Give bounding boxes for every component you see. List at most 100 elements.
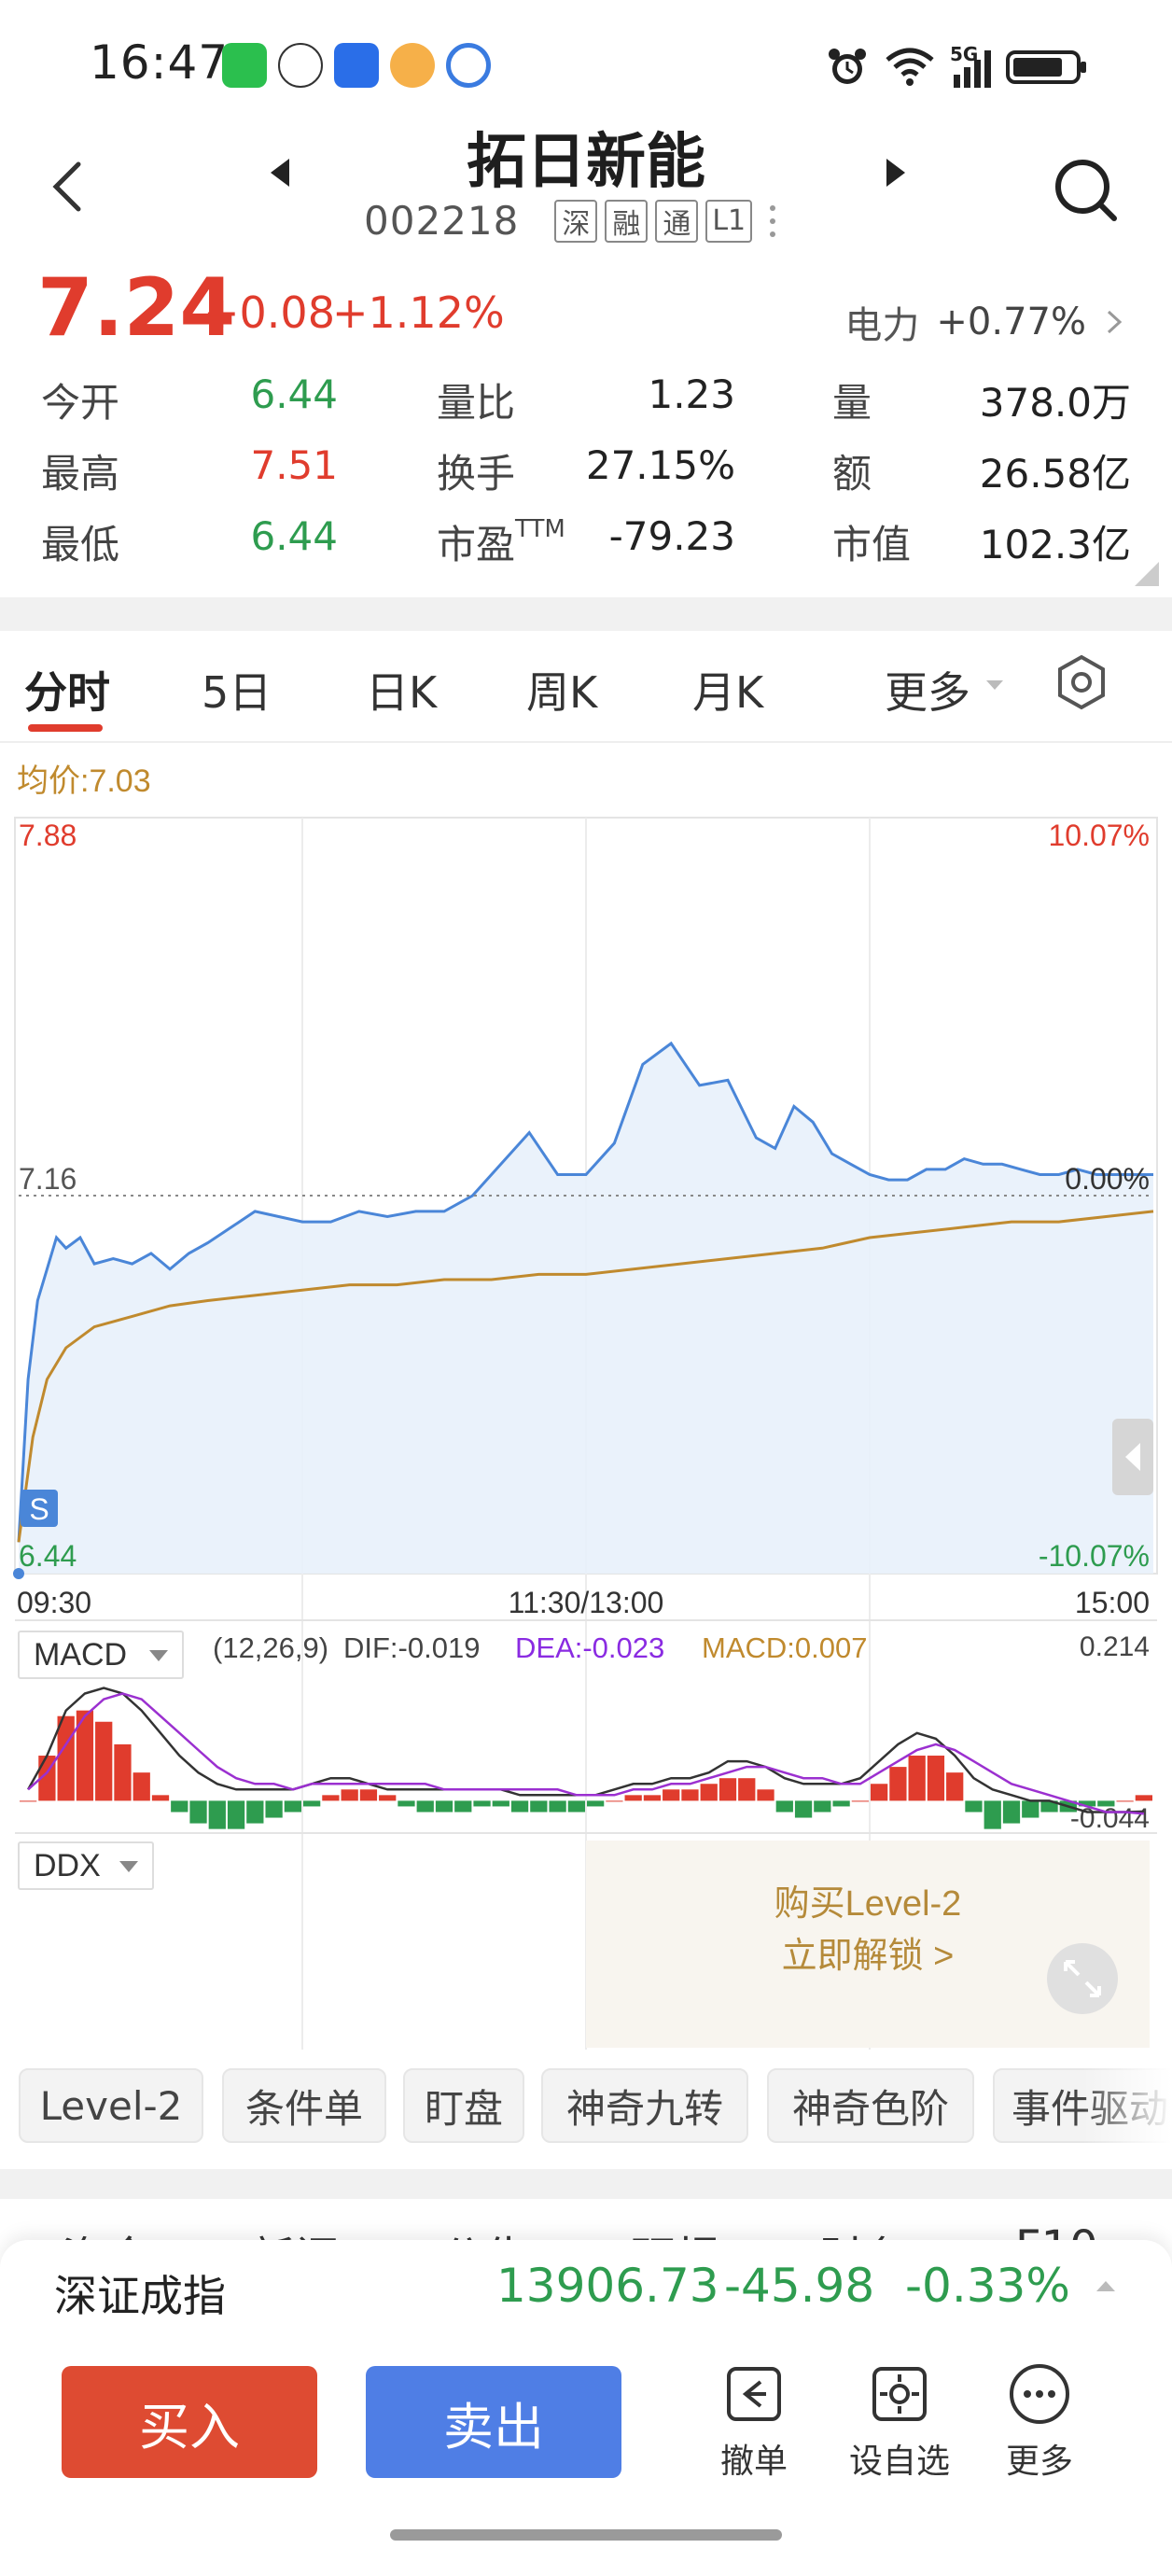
amount-label: 额 — [832, 451, 872, 497]
sector-name: 电力 — [844, 304, 920, 347]
hand-icon — [278, 43, 323, 88]
low-value: 6.44 — [250, 513, 338, 559]
section-divider — [0, 597, 1172, 631]
caret-down-icon — [986, 680, 1003, 690]
volume-ratio-label: 量比 — [437, 380, 516, 426]
tag-connect: 通 — [655, 199, 699, 243]
sector-change: +0.77% — [936, 301, 1086, 343]
tool-buttons-row: Level-2 条件单 盯盘 神奇九转 神奇色阶 事件驱动 — [0, 2068, 1172, 2147]
app-notification-icon — [390, 43, 435, 88]
x-tick-midday: 11:30/13:00 — [509, 1586, 664, 1619]
macd-params: (12,26,9) — [213, 1631, 328, 1664]
macd-hist-bar — [643, 1795, 662, 1801]
bottom-panel: 深证成指 13906.73 -45.98 -0.33% 买入 卖出 撤单 设自选… — [0, 2240, 1172, 2576]
macd-hist-bar — [492, 1800, 509, 1807]
macd-dif-value: DIF:-0.019 — [343, 1631, 480, 1664]
macd-ymax: 0.214 — [1080, 1631, 1150, 1662]
macd-hist-bar — [284, 1800, 301, 1813]
start-point — [13, 1568, 24, 1579]
macd-hist-bar — [303, 1800, 321, 1807]
next-stock-button[interactable] — [868, 140, 924, 205]
buy-button[interactable]: 买入 — [62, 2366, 317, 2478]
add-watchlist-label: 设自选 — [848, 2443, 950, 2481]
svg-text:DDX: DDX — [34, 1848, 101, 1883]
add-watchlist-button[interactable]: 设自选 — [844, 2361, 956, 2483]
undo-order-icon — [727, 2367, 781, 2421]
macd-hist-bar — [889, 1767, 907, 1801]
avg-price-line — [17, 1210, 1154, 1543]
pe-value: -79.23 — [608, 513, 735, 559]
tab-more[interactable]: 更多 — [885, 667, 970, 718]
more-dots-icon — [1010, 2364, 1069, 2424]
status-time: 16:47 — [90, 35, 230, 90]
macd-hist-bar — [719, 1778, 737, 1801]
macd-hist-bar — [775, 1800, 793, 1813]
s-signal-marker[interactable]: S — [21, 1490, 58, 1527]
macd-hist-bar — [510, 1800, 529, 1813]
macd-hist-bar — [757, 1789, 774, 1801]
feishu-icon — [334, 43, 379, 88]
tab-intraday[interactable]: 分时 — [24, 667, 110, 718]
magic-color-button[interactable]: 神奇色阶 — [767, 2068, 974, 2143]
macd-hist-bar — [1040, 1800, 1058, 1813]
macd-hist-bar — [171, 1800, 188, 1813]
previous-stock-button[interactable] — [252, 140, 308, 205]
macd-hist-bar — [1097, 1800, 1115, 1807]
status-bar: 16:47 5G — [0, 0, 1172, 131]
y-tick-low-pct: -10.07% — [1039, 1539, 1150, 1573]
expand-corner-icon[interactable] — [1135, 562, 1159, 586]
more-vertical-icon[interactable] — [767, 203, 778, 240]
tab-weekly-k[interactable]: 周K — [526, 667, 598, 718]
tab-daily-k[interactable]: 日K — [366, 667, 438, 718]
low-label: 最低 — [41, 522, 120, 567]
sell-button[interactable]: 卖出 — [366, 2366, 621, 2478]
promo-line-2: 立即解锁 > — [782, 1937, 955, 1976]
conditional-order-button[interactable]: 条件单 — [222, 2068, 386, 2143]
macd-hist-bar — [700, 1784, 718, 1801]
macd-hist-bar — [549, 1800, 566, 1813]
macd-hist-bar — [663, 1789, 680, 1801]
market-cap-label: 市值 — [832, 522, 912, 567]
macd-selector[interactable]: MACD — [18, 1631, 184, 1679]
hexagon-settings-icon — [1058, 654, 1105, 710]
cancel-order-button[interactable]: 撤单 — [698, 2361, 810, 2483]
stats-row-1: 今开 6.44 量比 1.23 量 378.0万 — [0, 364, 1172, 435]
macd-hist-bar — [379, 1795, 397, 1801]
turnover-label: 换手 — [437, 451, 516, 497]
macd-hist-bar — [965, 1800, 983, 1813]
fullscreen-icon[interactable] — [1047, 1943, 1118, 2014]
macd-hist-bar — [398, 1800, 415, 1807]
macd-hist-bar — [359, 1789, 378, 1801]
x-tick-open: 09:30 — [17, 1586, 91, 1619]
macd-hist-value: MACD:0.007 — [702, 1631, 867, 1664]
more-button[interactable]: 更多 — [984, 2361, 1095, 2483]
level2-promo[interactable]: 购买Level-2 立即解锁 > — [586, 1841, 1150, 2048]
tab-5day[interactable]: 5日 — [202, 667, 272, 718]
level2-button[interactable]: Level-2 — [19, 2068, 203, 2143]
cellular-signal-icon: 5G — [950, 43, 991, 88]
back-button[interactable] — [37, 149, 103, 224]
cancel-order-label: 撤单 — [719, 2443, 788, 2481]
search-button[interactable] — [1045, 149, 1129, 233]
macd-hist-bar — [587, 1800, 605, 1807]
price-change-pct: +1.12% — [332, 287, 505, 338]
macd-hist-bar — [1002, 1800, 1021, 1824]
quote-panel: 7.24 +0.08 +1.12% 电力 +0.77% 今开 6.44 量比 1… — [0, 261, 1172, 597]
watch-button[interactable]: 盯盘 — [403, 2068, 524, 2143]
magic-nine-button[interactable]: 神奇九转 — [541, 2068, 748, 2143]
code-row: 002218 深 融 通 L1 — [364, 198, 778, 244]
macd-hist-bar — [832, 1800, 850, 1807]
ddx-selector[interactable]: DDX — [18, 1841, 154, 1890]
macd-hist-bar — [908, 1756, 926, 1801]
macd-hist-bar — [794, 1800, 813, 1818]
last-price: 7.24 — [37, 261, 236, 355]
sector-link[interactable]: 电力 +0.77% — [844, 295, 1125, 349]
side-collapse-handle[interactable] — [1112, 1419, 1153, 1495]
chart-settings-button[interactable] — [1049, 650, 1114, 715]
promo-line-1: 购买Level-2 — [774, 1884, 962, 1924]
volume-ratio-value: 1.23 — [648, 371, 735, 417]
tab-monthly-k[interactable]: 月K — [692, 667, 764, 718]
volume-label: 量 — [832, 380, 872, 426]
macd-chart — [20, 1687, 1152, 1829]
macd-hist-bar — [738, 1778, 756, 1801]
